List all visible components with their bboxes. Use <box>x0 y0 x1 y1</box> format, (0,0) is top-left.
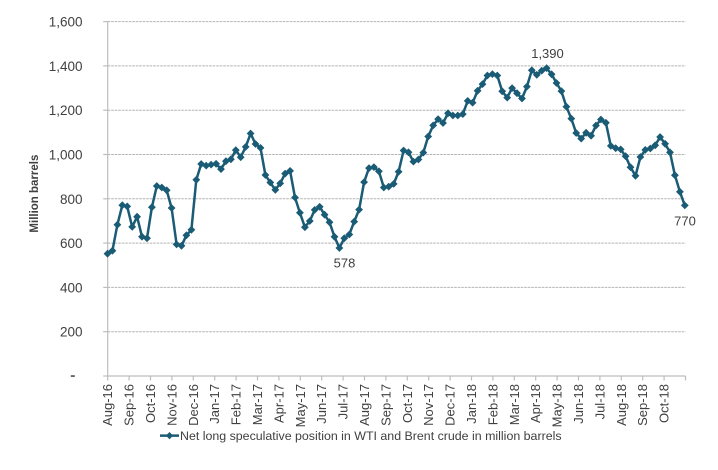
svg-text:578: 578 <box>334 256 356 271</box>
svg-text:Jul-17: Jul-17 <box>336 384 351 419</box>
svg-text:Sep-16: Sep-16 <box>122 384 137 426</box>
svg-text:Jun-17: Jun-17 <box>314 384 329 424</box>
svg-text:Apr-18: Apr-18 <box>528 384 543 423</box>
svg-text:Mar-17: Mar-17 <box>250 384 265 425</box>
svg-text:Sep-18: Sep-18 <box>635 384 650 426</box>
svg-text:Apr-17: Apr-17 <box>271 384 286 423</box>
svg-text:Oct-16: Oct-16 <box>143 384 158 423</box>
svg-text:400: 400 <box>60 280 83 295</box>
svg-text:Net long speculative position: Net long speculative position in WTI and… <box>180 429 562 443</box>
svg-text:Feb-18: Feb-18 <box>485 384 500 425</box>
svg-text:May-17: May-17 <box>293 384 308 427</box>
svg-text:Nov-16: Nov-16 <box>164 384 179 426</box>
svg-text:Jan-18: Jan-18 <box>464 384 479 424</box>
svg-text:1,600: 1,600 <box>49 15 83 30</box>
svg-text:Aug-16: Aug-16 <box>100 384 115 426</box>
svg-text:1,390: 1,390 <box>531 46 564 61</box>
svg-text:Mar-18: Mar-18 <box>507 384 522 425</box>
svg-text:Million barrels: Million barrels <box>29 155 41 233</box>
svg-text:Nov-17: Nov-17 <box>421 384 436 426</box>
svg-text:Oct-17: Oct-17 <box>400 384 415 423</box>
svg-text:May-18: May-18 <box>550 384 565 427</box>
svg-text:200: 200 <box>60 325 83 340</box>
svg-text:Aug-18: Aug-18 <box>614 384 629 426</box>
svg-text:Oct-18: Oct-18 <box>657 384 672 423</box>
svg-text:770: 770 <box>674 214 696 229</box>
svg-text:Jun-18: Jun-18 <box>571 384 586 424</box>
svg-text:Jan-17: Jan-17 <box>207 384 222 424</box>
svg-text:Jul-18: Jul-18 <box>592 384 607 419</box>
svg-text:Aug-17: Aug-17 <box>357 384 372 426</box>
svg-text:1,000: 1,000 <box>49 148 83 163</box>
svg-text:1,400: 1,400 <box>49 59 83 74</box>
svg-text:Sep-17: Sep-17 <box>378 384 393 426</box>
svg-text:Dec-16: Dec-16 <box>186 384 201 426</box>
svg-text:Feb-17: Feb-17 <box>229 384 244 425</box>
svg-text:Dec-17: Dec-17 <box>443 384 458 426</box>
svg-text:600: 600 <box>60 236 83 251</box>
svg-text:800: 800 <box>60 192 83 207</box>
svg-text:1,200: 1,200 <box>49 103 83 118</box>
